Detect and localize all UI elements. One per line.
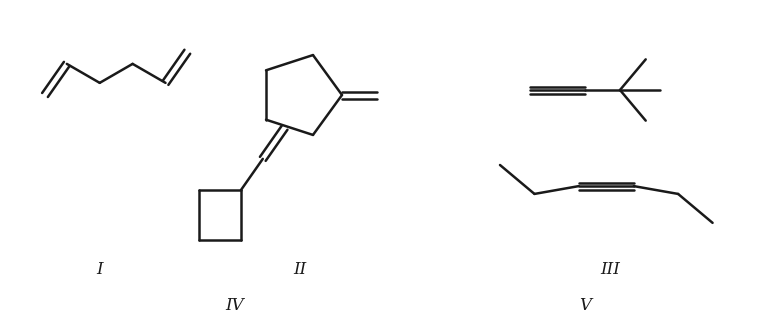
Text: II: II [293,261,307,279]
Text: I: I [97,261,103,279]
Text: III: III [600,261,620,279]
Text: IV: IV [226,296,244,314]
Text: V: V [579,296,591,314]
